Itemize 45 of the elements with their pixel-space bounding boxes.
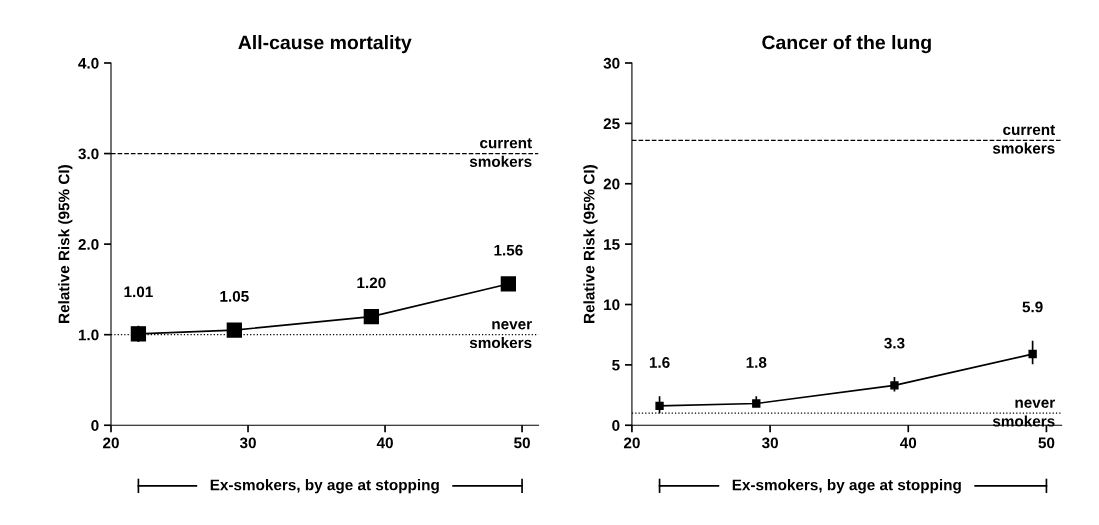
data-label: 1.05: [220, 290, 249, 302]
y-tick-label: 15: [604, 239, 620, 250]
data-label: 1.6: [649, 357, 670, 368]
point: [130, 326, 147, 342]
x-axis-title: Ex-smokers, by age at stopping: [210, 479, 439, 494]
y-tick-label: 25: [603, 118, 620, 130]
point: [890, 381, 899, 390]
y-tick-label: 0: [612, 420, 620, 431]
ref-line-label: current smokers: [469, 138, 532, 167]
data-label: 3.3: [884, 337, 905, 349]
data-label: 5.9: [1022, 301, 1043, 313]
ref-line-label: current smokers: [992, 124, 1055, 154]
y-tick-label: 10: [604, 299, 620, 311]
x-axis-title: Ex-smokers, by age at stopping: [732, 479, 961, 494]
y-axis-title: Relative Risk (95% CI): [58, 165, 73, 323]
point: [500, 276, 517, 292]
y-tick-label: 20: [603, 178, 620, 190]
ref-line-label: never smokers: [992, 399, 1055, 427]
x-tick-label: 20: [103, 437, 119, 449]
y-tick-label: 2.0: [78, 238, 99, 250]
x-tick-label: 20: [623, 437, 640, 449]
x-tick-label: 30: [761, 437, 778, 449]
x-tick-label: 50: [1038, 437, 1055, 449]
chart-title: Cancer of the lung: [762, 35, 931, 54]
point: [1028, 349, 1037, 359]
point: [655, 401, 664, 411]
y-tick-label: 1.0: [78, 329, 99, 341]
point: [363, 308, 379, 325]
y-tick-label: 4.0: [78, 57, 99, 69]
x-tick-label: 40: [900, 437, 917, 449]
x-tick-label: 30: [239, 437, 256, 449]
data-label: 1.56: [494, 244, 523, 256]
point: [226, 322, 242, 338]
x-tick-label: 50: [514, 437, 530, 449]
data-label: 1.8: [746, 357, 767, 368]
x-tick-label: 40: [376, 437, 393, 449]
data-label: 1.01: [124, 286, 153, 298]
data-label: 1.20: [357, 277, 386, 289]
chart-title: All-cause mortality: [238, 35, 412, 54]
y-tick-label: 3.0: [78, 148, 99, 160]
y-tick-label: 0: [91, 420, 99, 431]
y-tick-label: 5: [612, 359, 620, 371]
y-axis-title: Relative Risk (95% CI): [583, 165, 598, 323]
y-tick-label: 30: [603, 57, 620, 69]
ref-line-label: never smokers: [469, 321, 532, 349]
